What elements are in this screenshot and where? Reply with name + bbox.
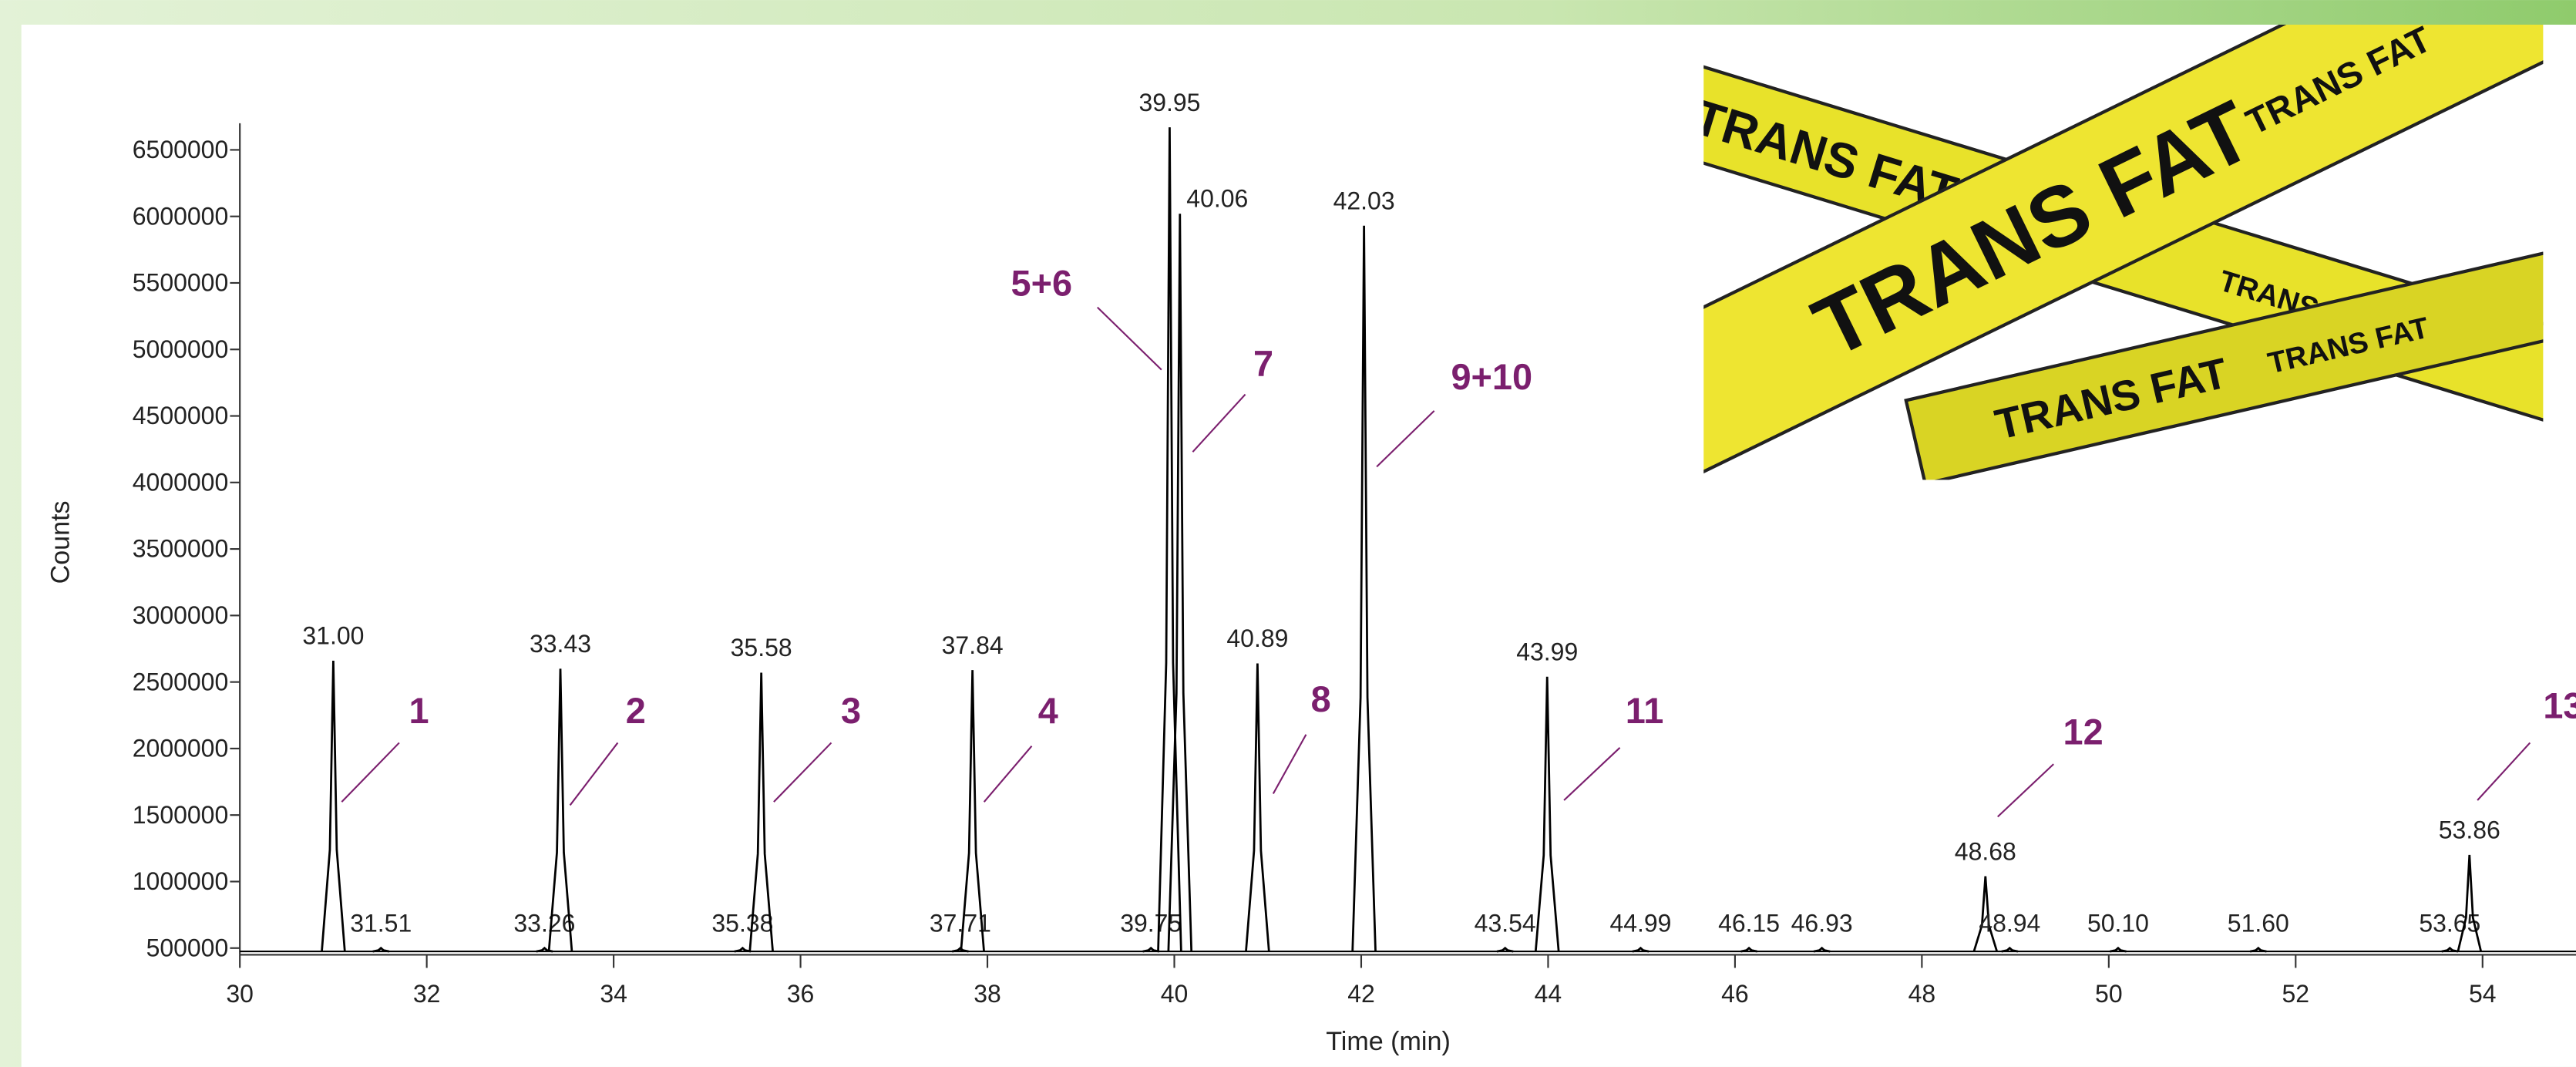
x-tick-label: 52 [2282,980,2310,1008]
peak-number: 7 [1253,344,1273,384]
peak-number: 3 [841,691,861,731]
x-tick-label: 46 [1721,980,1749,1008]
peak-number: 2 [626,691,646,731]
y-tick-label: 3500000 [133,535,228,563]
y-tick-label: 2500000 [133,668,228,695]
peak-number: 8 [1311,679,1331,719]
x-tick-label: 50 [2095,980,2123,1008]
slide: 500000 1000000 1500000 2000000 2500000 300000… [0,0,2576,1067]
peak-label: 43.99 [1516,638,1578,665]
peak-label: 35.38 [711,909,773,937]
peak-number: 11 [1626,691,1664,731]
x-tick-label: 38 [974,980,1001,1008]
y-tick-label: 5500000 [133,269,228,297]
peak-number: 13 [2543,685,2576,725]
peak-label: 40.06 [1186,185,1248,213]
peak-label: 53.86 [2439,816,2500,844]
y-tick-label: 5000000 [133,335,228,363]
peak-number: 9+10 [1451,357,1532,397]
y-axis-title: Counts [46,500,76,584]
y-tick-label: 6000000 [133,202,228,230]
peak-label: 39.95 [1138,89,1200,116]
x-tick-label: 30 [226,980,254,1008]
peak-label: 37.84 [942,631,1004,659]
peak-label: 31.51 [350,909,412,937]
peak-label: 33.26 [513,909,575,937]
y-tick-label: 1500000 [133,801,228,829]
page: 500000 1000000 1500000 2000000 2500000 300000… [0,0,2576,1067]
peak-label: 39.75 [1120,909,1182,937]
peak-number: 4 [1038,691,1058,731]
peak-label: 33.43 [530,630,591,658]
peak-label: 46.93 [1791,909,1853,937]
peak-number: 5+6 [1011,264,1073,304]
x-tick-label: 42 [1347,980,1375,1008]
x-tick-label: 36 [787,980,815,1008]
peak-label: 51.60 [2228,909,2289,937]
x-tick-label: 54 [2469,980,2497,1008]
peak-label: 53.65 [2419,909,2480,937]
peak-label: 50.10 [2087,909,2149,937]
x-tick-label: 44 [1535,980,1562,1008]
y-tick-label: 2000000 [133,735,228,762]
peak-label: 46.15 [1718,909,1780,937]
peak-label: 43.54 [1475,909,1536,937]
y-tick-label: 4500000 [133,402,228,429]
y-tick-label: 500000 [146,934,229,961]
x-tick-label: 48 [1908,980,1936,1008]
x-tick-label: 32 [413,980,441,1008]
y-tick-label: 4000000 [133,468,228,496]
peak-label: 42.03 [1333,187,1395,214]
peak-label: 48.94 [1979,909,2040,937]
peak-label: 35.58 [731,634,792,661]
peak-label: 31.00 [302,622,364,650]
trans-fat-photo: TRANS FAT TRANS FAT TRANS FAT TRANS FAT … [1581,0,2576,500]
y-tick-label: 1000000 [133,867,228,895]
peak-label: 44.99 [1609,909,1671,937]
y-tick-label: 6500000 [133,136,228,163]
y-tick-label: 3000000 [133,601,228,629]
x-tick-label: 34 [600,980,627,1008]
x-tick-label: 40 [1161,980,1189,1008]
x-axis-title: Time (min) [1326,1027,1451,1056]
peak-label: 48.68 [1955,837,2016,865]
peak-label: 40.89 [1226,624,1288,652]
peak-number: 1 [409,691,429,731]
peak-number: 12 [2063,712,2104,752]
